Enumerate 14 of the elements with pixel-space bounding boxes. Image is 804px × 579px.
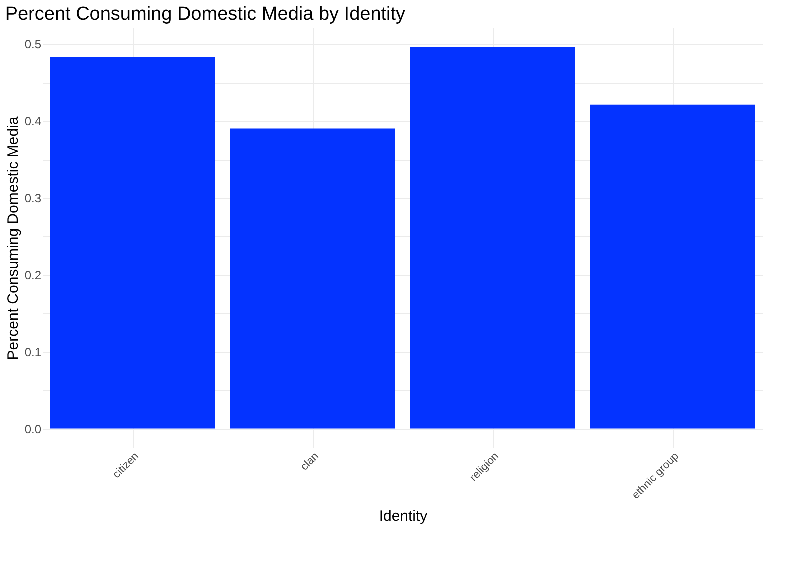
- y-axis-title: Percent Consuming Domestic Media: [4, 116, 22, 360]
- bar: [410, 47, 576, 429]
- y-tick-label: 0.5: [24, 38, 42, 52]
- bar: [50, 57, 216, 429]
- bar: [230, 128, 396, 429]
- y-tick-label: 0.0: [24, 422, 42, 436]
- y-tick-label: 0.3: [24, 192, 42, 206]
- y-tick-label: 0.4: [24, 114, 42, 129]
- x-axis-title: Identity: [379, 508, 428, 526]
- y-tick-label: 0.1: [24, 345, 42, 360]
- x-tick-label: clan: [298, 450, 322, 474]
- chart-title: Percent Consuming Domestic Media by Identity: [5, 4, 406, 25]
- y-tick-label: 0.2: [24, 268, 42, 282]
- bar: [590, 104, 756, 429]
